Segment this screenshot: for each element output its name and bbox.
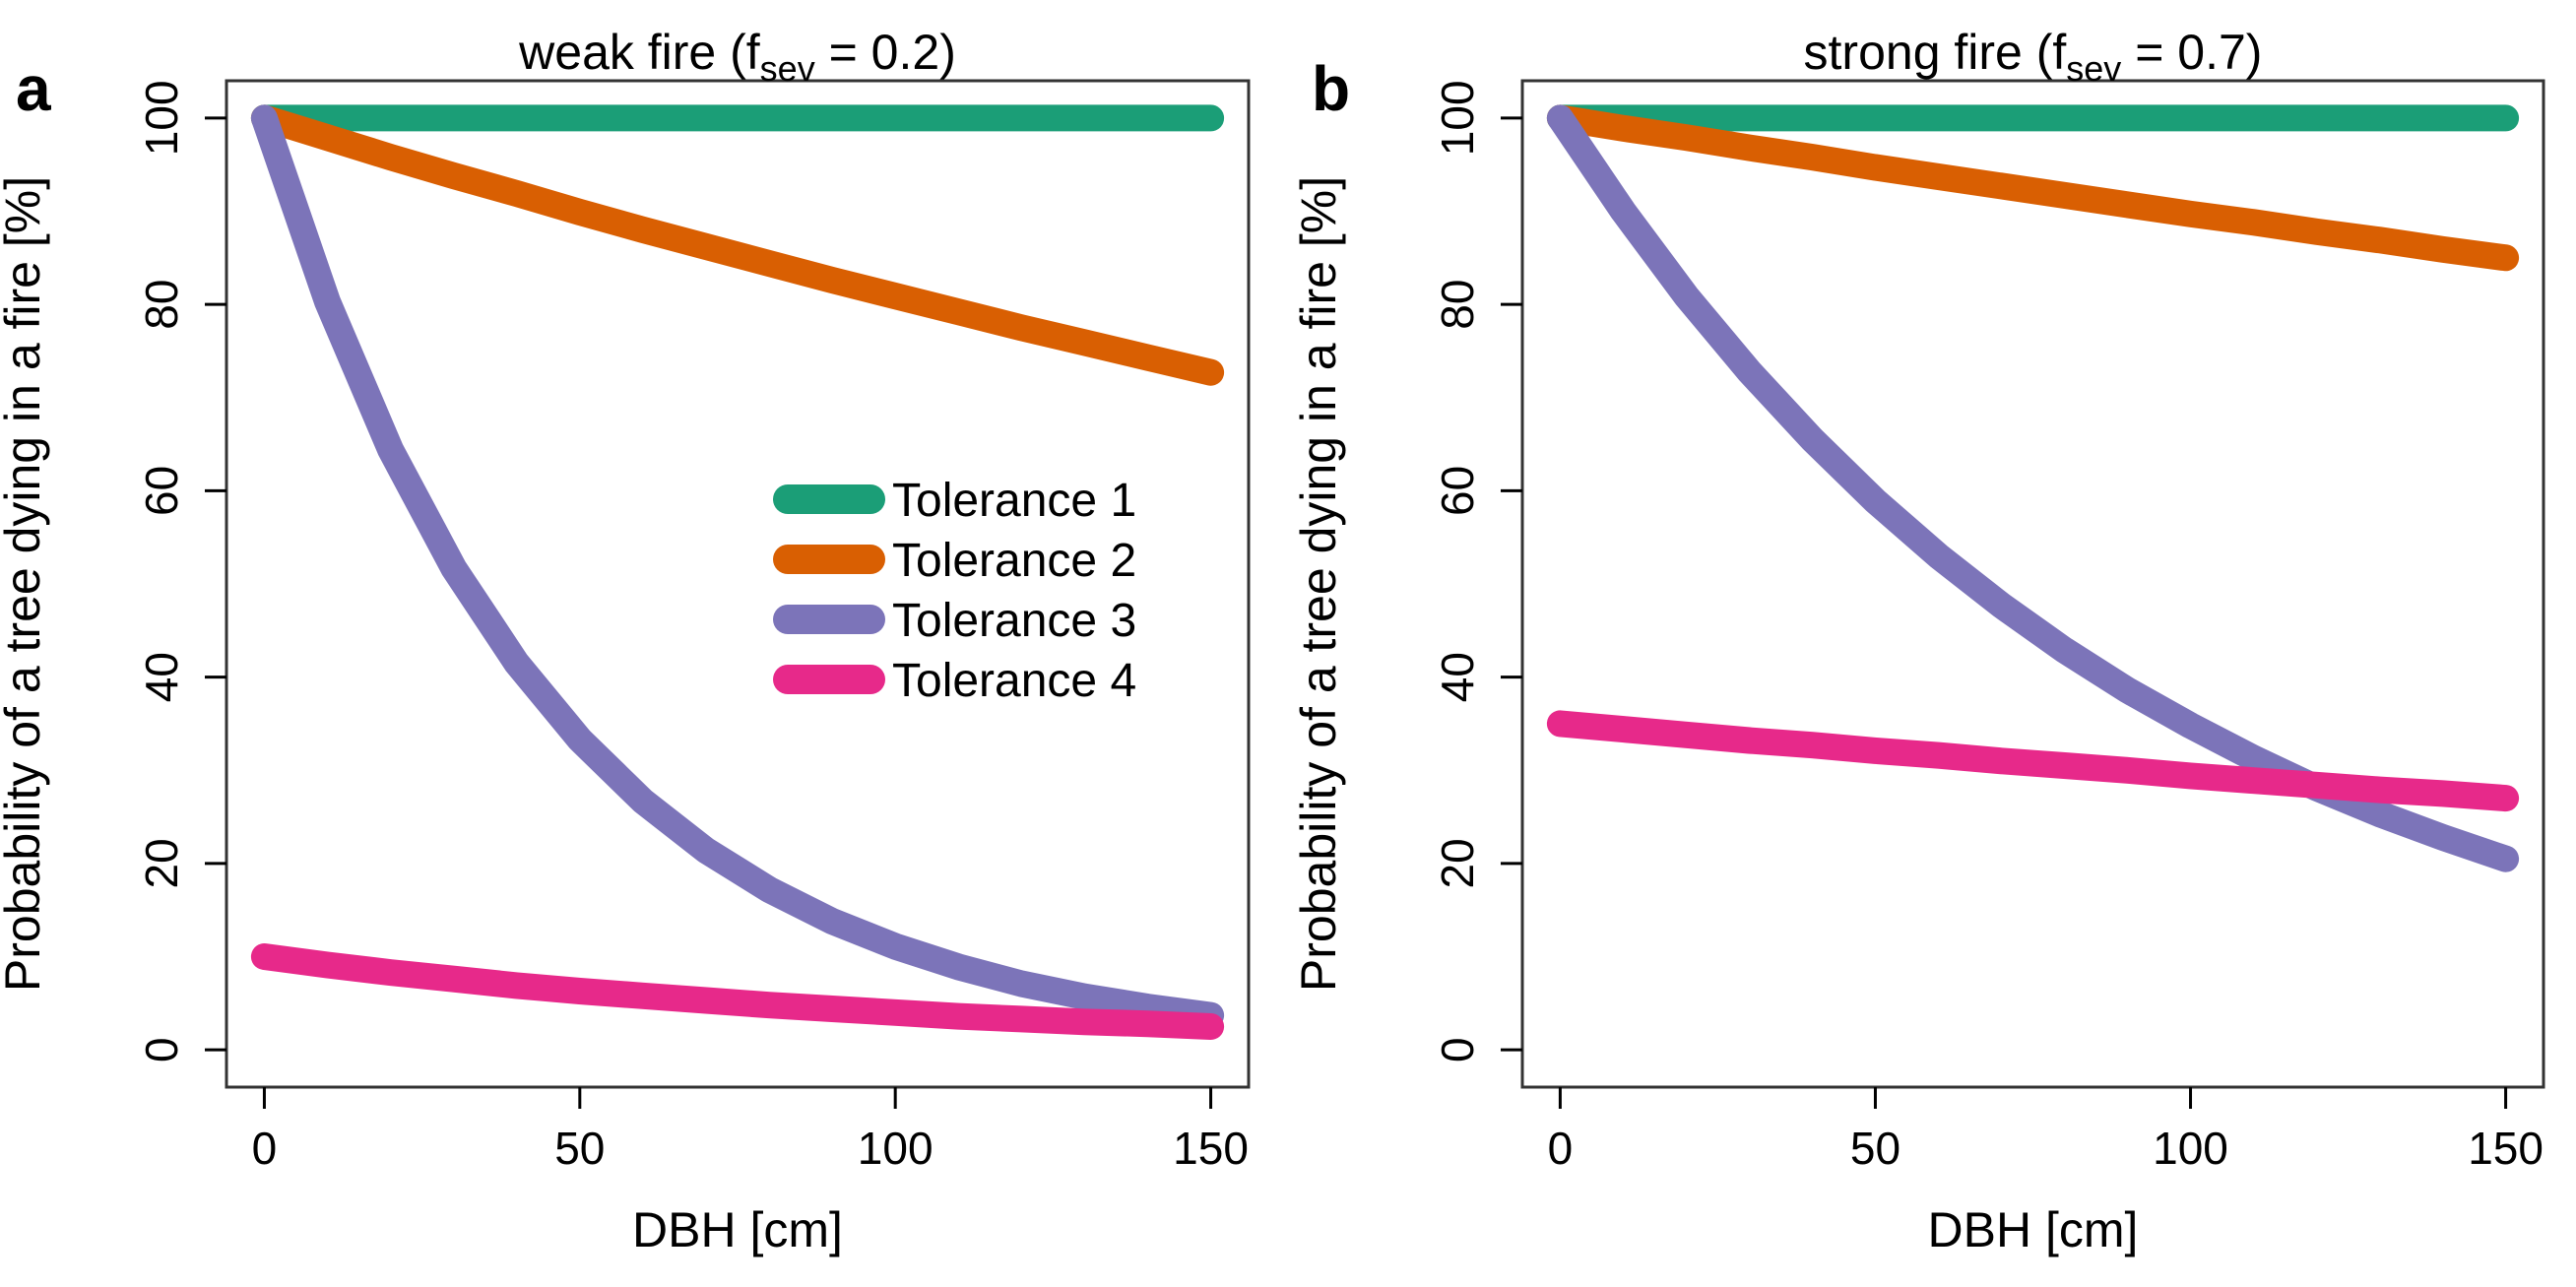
curve-tolerance-3 bbox=[250, 104, 1225, 1029]
x-axis-label: DBH [cm] bbox=[632, 1202, 843, 1257]
curve-tolerance-4 bbox=[250, 943, 1225, 1040]
panel-b: 0 50 100 150 0 20 40 60 80 100 DBH [cm] Probability… bbox=[1291, 25, 2545, 1257]
y-tick-label: 60 bbox=[1432, 466, 1483, 516]
y-tick-label: 100 bbox=[1432, 80, 1483, 156]
curve-tolerance-2 bbox=[250, 104, 1225, 386]
panel-title: weak fire (fsev = 0.2) bbox=[518, 25, 956, 89]
curve-tolerance-2 bbox=[1546, 104, 2520, 272]
panel-letter: b bbox=[1312, 53, 1350, 124]
x-axis-label: DBH [cm] bbox=[1928, 1202, 2139, 1257]
plot-box bbox=[1520, 79, 2545, 1089]
x-tick-label: 0 bbox=[252, 1123, 278, 1174]
y-tick-label: 100 bbox=[136, 80, 187, 156]
plot-box bbox=[225, 79, 1251, 1089]
x-tick-label: 50 bbox=[1850, 1123, 1900, 1174]
y-tick-label: 60 bbox=[136, 466, 187, 516]
y-tick-label: 40 bbox=[1432, 652, 1483, 702]
legend-label: Tolerance 3 bbox=[892, 595, 1136, 647]
curve-tolerance-4 bbox=[1546, 710, 2520, 812]
y-tick-label: 40 bbox=[136, 652, 187, 702]
x-tick-label: 0 bbox=[1548, 1123, 1574, 1174]
y-tick-label: 80 bbox=[136, 280, 187, 330]
legend: Tolerance 1 Tolerance 2 Tolerance 3 Toleran… bbox=[773, 475, 1136, 707]
curve-tolerance-3 bbox=[1546, 104, 2520, 872]
y-axis-label: Probability of a tree dying in a fire [%… bbox=[1291, 176, 1346, 992]
panel-a: 0 50 100 150 0 20 40 60 80 100 DBH [cm] Probability… bbox=[0, 25, 1251, 1257]
legend-label: Tolerance 2 bbox=[892, 535, 1136, 587]
y-tick-label: 0 bbox=[136, 1037, 187, 1062]
panel-title: strong fire (fsev = 0.7) bbox=[1804, 25, 2263, 89]
y-tick-label: 0 bbox=[1432, 1037, 1483, 1062]
y-tick-label: 80 bbox=[1432, 280, 1483, 330]
legend-label: Tolerance 1 bbox=[892, 475, 1136, 527]
x-tick-label: 100 bbox=[2153, 1123, 2228, 1174]
y-axis-label: Probability of a tree dying in a fire [%… bbox=[0, 176, 50, 992]
y-tick-label: 20 bbox=[1432, 838, 1483, 888]
x-tick-label: 150 bbox=[2468, 1123, 2544, 1174]
y-tick-label: 20 bbox=[136, 838, 187, 888]
legend-label: Tolerance 4 bbox=[892, 655, 1136, 707]
x-tick-label: 100 bbox=[858, 1123, 934, 1174]
x-tick-label: 50 bbox=[554, 1123, 605, 1174]
x-tick-label: 150 bbox=[1173, 1123, 1249, 1174]
panel-letter: a bbox=[16, 53, 51, 124]
